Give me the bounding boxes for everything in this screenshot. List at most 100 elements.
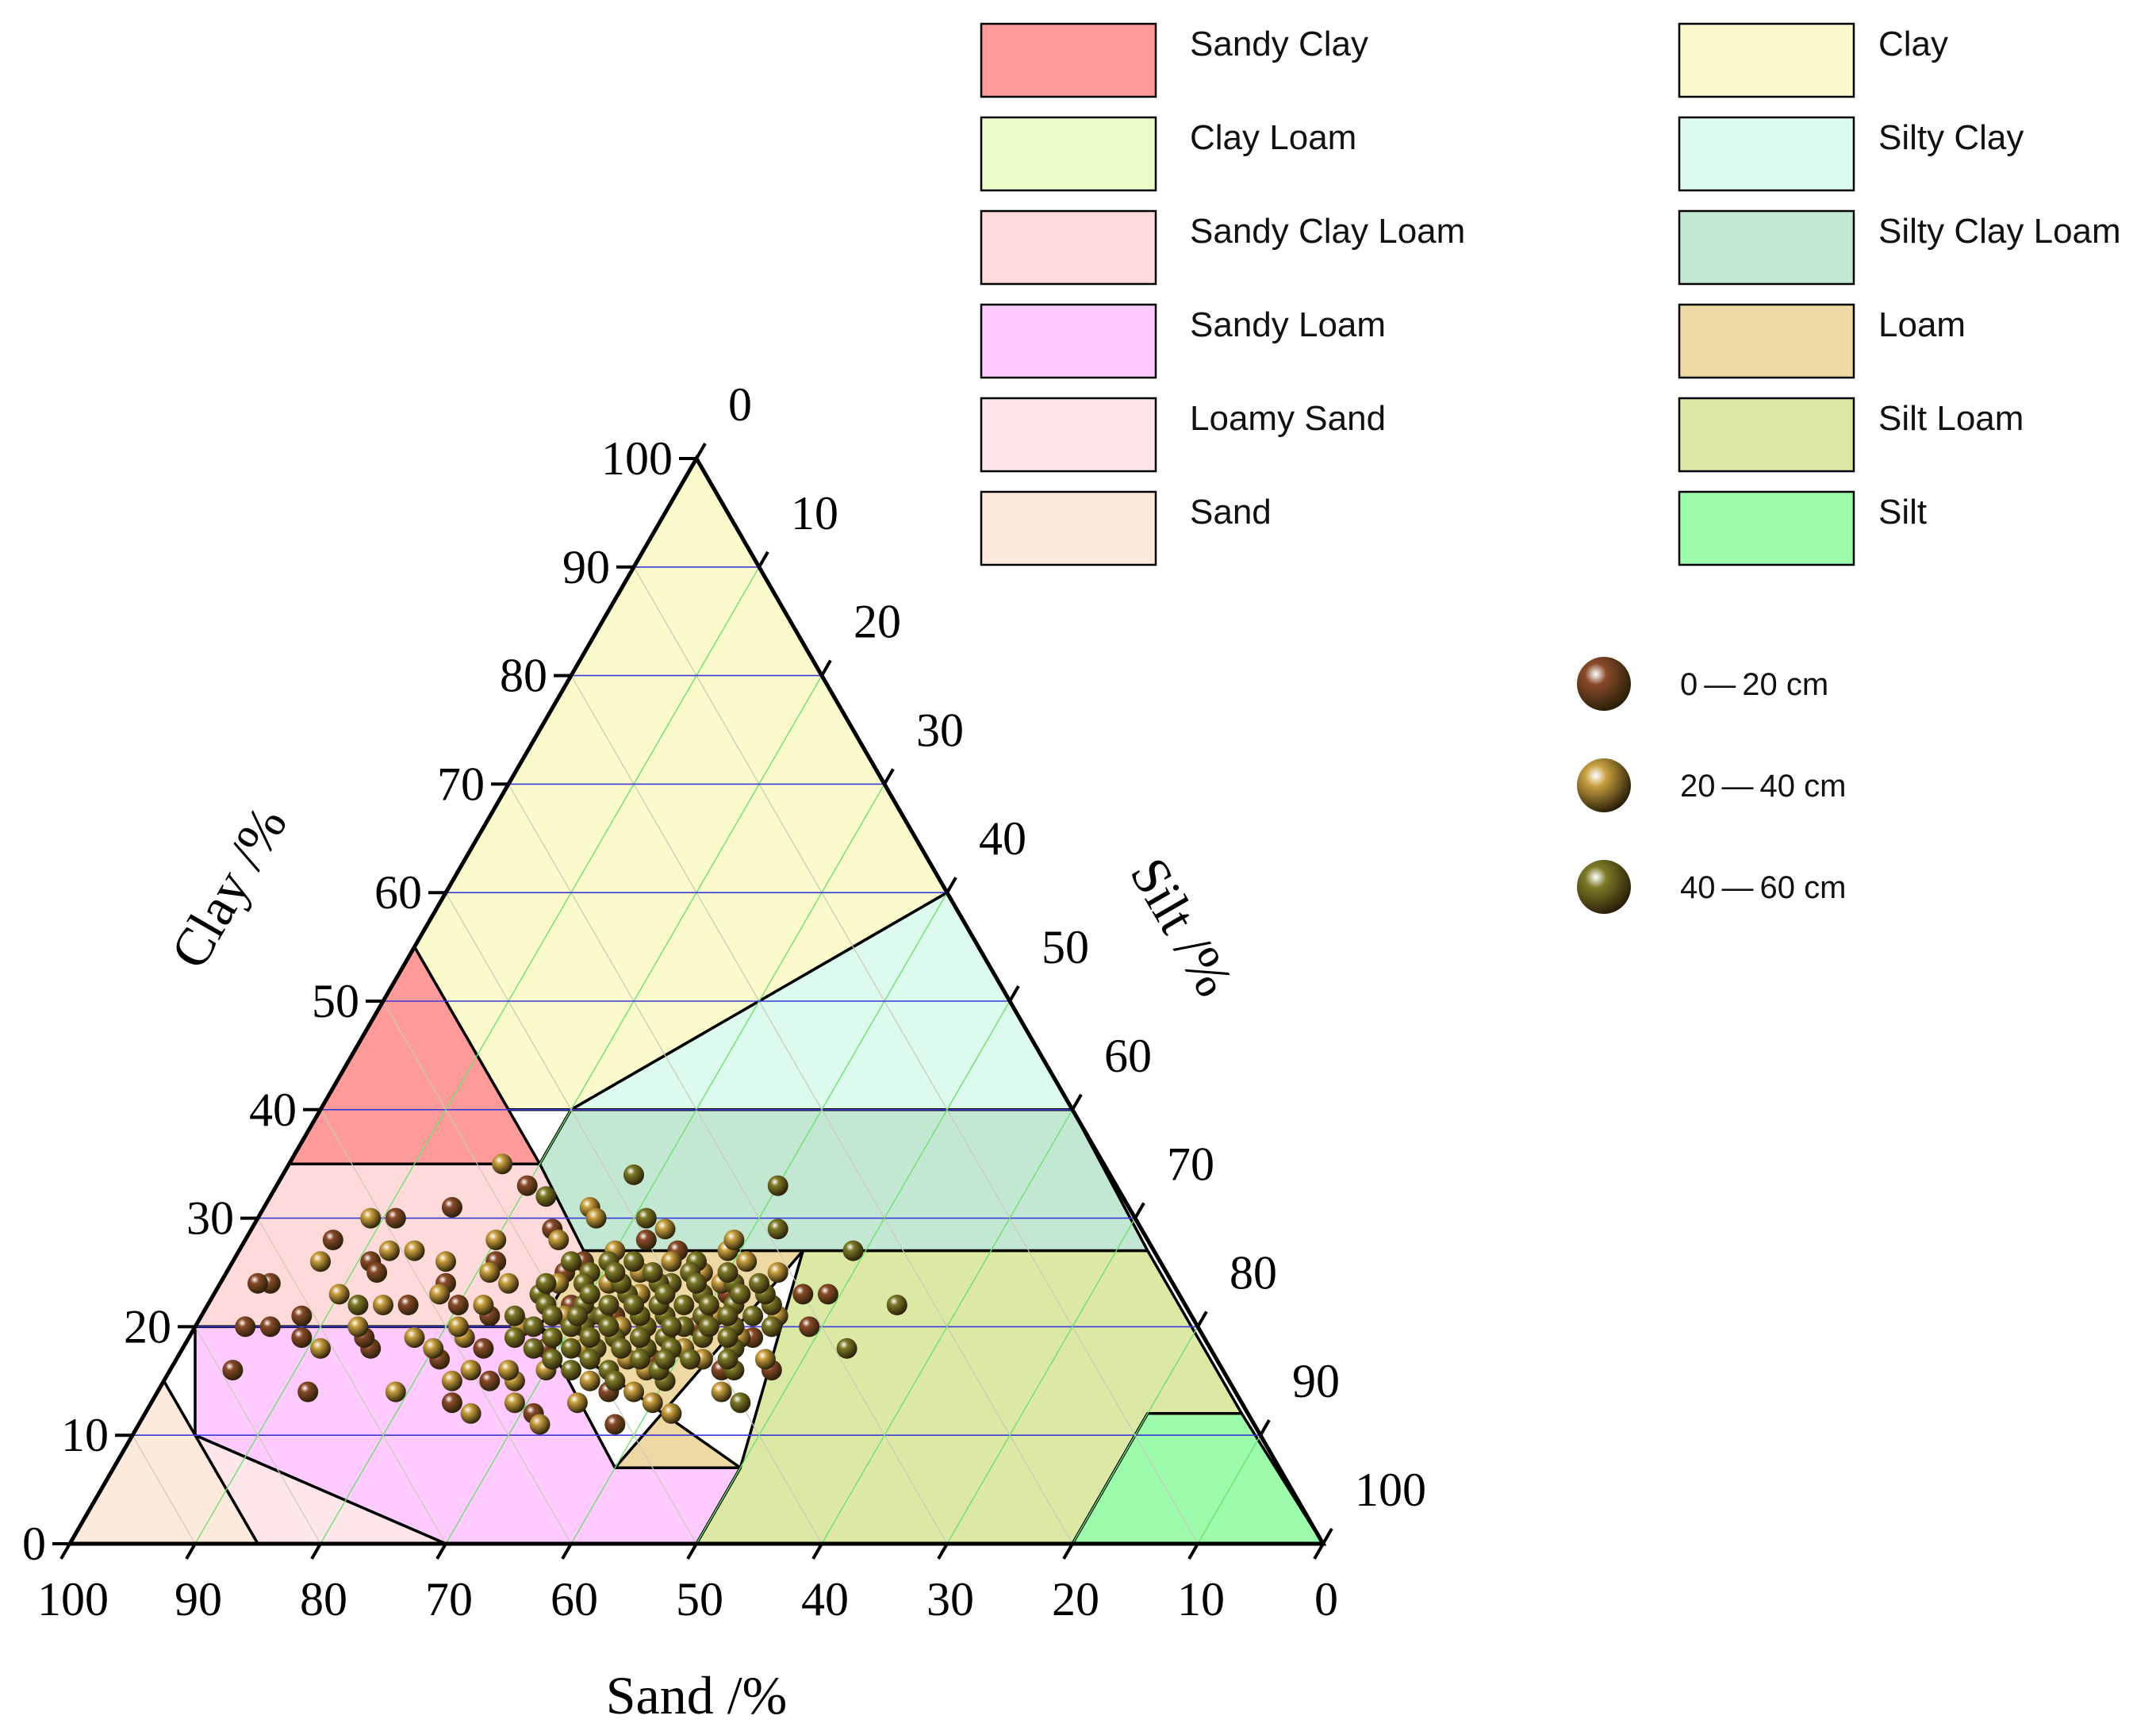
data-point [635, 1230, 657, 1250]
legend-swatch-silty-clay-loam [1678, 209, 1855, 286]
data-point [479, 1262, 501, 1283]
legend-swatch-sandy-clay [980, 22, 1157, 98]
silt-tick-label: 10 [791, 487, 838, 539]
sand-tick-10 [1187, 1542, 1199, 1560]
legend-swatch-sandy-loam [980, 303, 1157, 379]
data-point [742, 1305, 764, 1326]
data-point [561, 1337, 581, 1359]
data-point [498, 1360, 519, 1381]
data-point [736, 1251, 758, 1272]
data-point [579, 1349, 600, 1370]
data-point [635, 1207, 657, 1229]
data-point [385, 1207, 406, 1229]
sand-tick-60 [561, 1542, 573, 1560]
clay-tick-label: 60 [374, 866, 422, 919]
legend-label: Sandy Clay [1190, 25, 1368, 63]
data-point [817, 1284, 838, 1305]
data-point [686, 1272, 707, 1294]
silt-tick-50 [1008, 984, 1020, 1003]
legend-swatch-clay-loam [980, 116, 1157, 192]
data-point [535, 1186, 557, 1207]
data-point [473, 1295, 494, 1315]
grid-silt-60 [821, 1109, 1073, 1545]
data-point [642, 1262, 663, 1283]
data-point [561, 1251, 581, 1272]
legend-label: Silt [1878, 493, 1927, 532]
data-point [516, 1175, 538, 1196]
legend-swatch-silt-loam [1678, 397, 1855, 473]
data-point [366, 1262, 388, 1283]
legend-depth-symbol [1577, 657, 1631, 711]
data-point [360, 1207, 382, 1229]
silt-tick-label: 60 [1104, 1030, 1152, 1082]
clay-tick-label: 10 [61, 1409, 109, 1461]
silt-axis-title: Silt /% [1118, 848, 1245, 1007]
legend-label: Loamy Sand [1190, 399, 1386, 438]
data-point [504, 1327, 525, 1349]
data-point [441, 1370, 462, 1391]
sand-tick-80 [310, 1542, 322, 1560]
data-point [654, 1218, 676, 1240]
clay-axis-title: Clay /% [159, 796, 298, 978]
data-point [698, 1295, 719, 1315]
data-point [661, 1403, 682, 1424]
clay-tick-label: 20 [124, 1300, 171, 1353]
grid-sand-30 [508, 784, 948, 1545]
grid-sand-80 [194, 1326, 321, 1545]
sand-tick-50 [686, 1542, 698, 1560]
silt-tick-30 [883, 768, 895, 785]
sand-tick-label: 70 [425, 1573, 473, 1625]
silt-tick-90 [1259, 1419, 1271, 1437]
legend-depth-symbol [1577, 758, 1631, 812]
clay-tick-label: 0 [22, 1518, 46, 1570]
data-point [623, 1381, 644, 1403]
silt-tick-label: 70 [1167, 1138, 1214, 1191]
data-point [604, 1370, 626, 1391]
silt-tick-label: 80 [1230, 1246, 1277, 1299]
data-point [441, 1392, 462, 1414]
clay-tick-label: 40 [249, 1084, 297, 1136]
legend-label: Silt Loam [1878, 399, 2024, 438]
data-point [730, 1392, 751, 1414]
sand-tick-label: 80 [300, 1573, 347, 1625]
data-point [291, 1327, 313, 1349]
data-point [711, 1381, 732, 1403]
data-point [611, 1337, 632, 1359]
silt-tick-10 [758, 551, 769, 568]
grid-sand-60 [320, 1109, 572, 1545]
data-point [661, 1251, 682, 1272]
silt-tick-40 [946, 877, 957, 894]
data-point [310, 1251, 331, 1272]
data-point [698, 1316, 719, 1337]
grid-silt-90 [1197, 1434, 1261, 1545]
data-point [642, 1392, 663, 1414]
silt-tick-60 [1071, 1093, 1083, 1111]
data-point [623, 1251, 644, 1272]
data-point [886, 1295, 907, 1315]
grid-sand-10 [633, 566, 1199, 1545]
sand-tick-90 [185, 1542, 197, 1560]
legend-depth-label: 40 — 60 cm [1680, 870, 1846, 905]
silt-tick-label: 100 [1355, 1464, 1426, 1516]
data-point [492, 1153, 513, 1175]
silt-tick-label: 0 [728, 378, 752, 431]
sand-tick-30 [937, 1542, 949, 1560]
data-point [761, 1316, 782, 1337]
silt-tick-label: 30 [916, 704, 964, 756]
data-point [542, 1305, 563, 1326]
sand-tick-label: 60 [551, 1573, 598, 1625]
data-point [623, 1295, 644, 1315]
data-point [598, 1295, 620, 1315]
silt-tick-label: 50 [1042, 921, 1089, 973]
data-point [604, 1414, 626, 1435]
data-points [222, 1153, 907, 1435]
data-point [373, 1295, 393, 1315]
clay-tick-label: 80 [500, 650, 547, 702]
legend-label: Silty Clay Loam [1878, 212, 2121, 251]
legend: Sandy Clay Clay Loam Sandy Clay Loam Sandy … [980, 22, 2121, 914]
data-point [222, 1360, 244, 1381]
data-point [441, 1196, 462, 1218]
data-point [504, 1392, 525, 1414]
data-point [566, 1305, 588, 1326]
legend-depth-label: 0 — 20 cm [1680, 667, 1828, 702]
